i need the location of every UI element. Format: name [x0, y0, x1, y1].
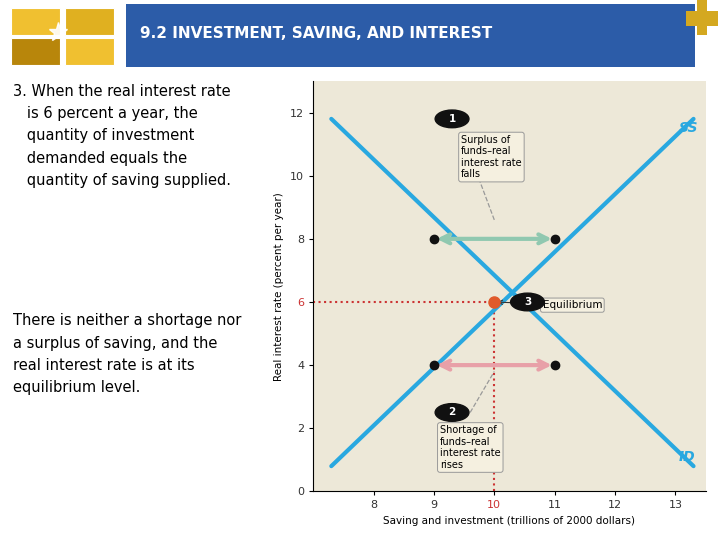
- FancyBboxPatch shape: [65, 9, 114, 35]
- Text: ID: ID: [678, 450, 695, 464]
- Text: 9.2 INVESTMENT, SAVING, AND INTEREST: 9.2 INVESTMENT, SAVING, AND INTEREST: [140, 26, 492, 41]
- FancyBboxPatch shape: [686, 10, 718, 26]
- Circle shape: [435, 110, 469, 128]
- FancyBboxPatch shape: [697, 0, 707, 35]
- Text: Equilibrium: Equilibrium: [498, 300, 602, 310]
- Circle shape: [435, 403, 469, 421]
- Text: 2: 2: [449, 408, 456, 417]
- Text: 3: 3: [524, 297, 531, 307]
- Text: Surplus of
funds–real
interest rate
falls: Surplus of funds–real interest rate fall…: [461, 134, 522, 179]
- Text: There is neither a shortage nor
a surplus of saving, and the
real interest rate : There is neither a shortage nor a surplu…: [13, 313, 241, 395]
- FancyBboxPatch shape: [11, 9, 60, 35]
- FancyBboxPatch shape: [11, 38, 60, 65]
- FancyBboxPatch shape: [65, 38, 114, 65]
- Circle shape: [510, 293, 544, 311]
- Text: 1: 1: [449, 114, 456, 124]
- Text: 3. When the real interest rate
   is 6 percent a year, the
   quantity of invest: 3. When the real interest rate is 6 perc…: [13, 84, 231, 188]
- Text: Shortage of
funds–real
interest rate
rises: Shortage of funds–real interest rate ris…: [440, 425, 500, 470]
- Y-axis label: Real interest rate (percent per year): Real interest rate (percent per year): [274, 192, 284, 381]
- Text: SS: SS: [678, 122, 698, 136]
- FancyBboxPatch shape: [126, 3, 695, 66]
- X-axis label: Saving and investment (trillions of 2000 dollars): Saving and investment (trillions of 2000…: [383, 516, 635, 526]
